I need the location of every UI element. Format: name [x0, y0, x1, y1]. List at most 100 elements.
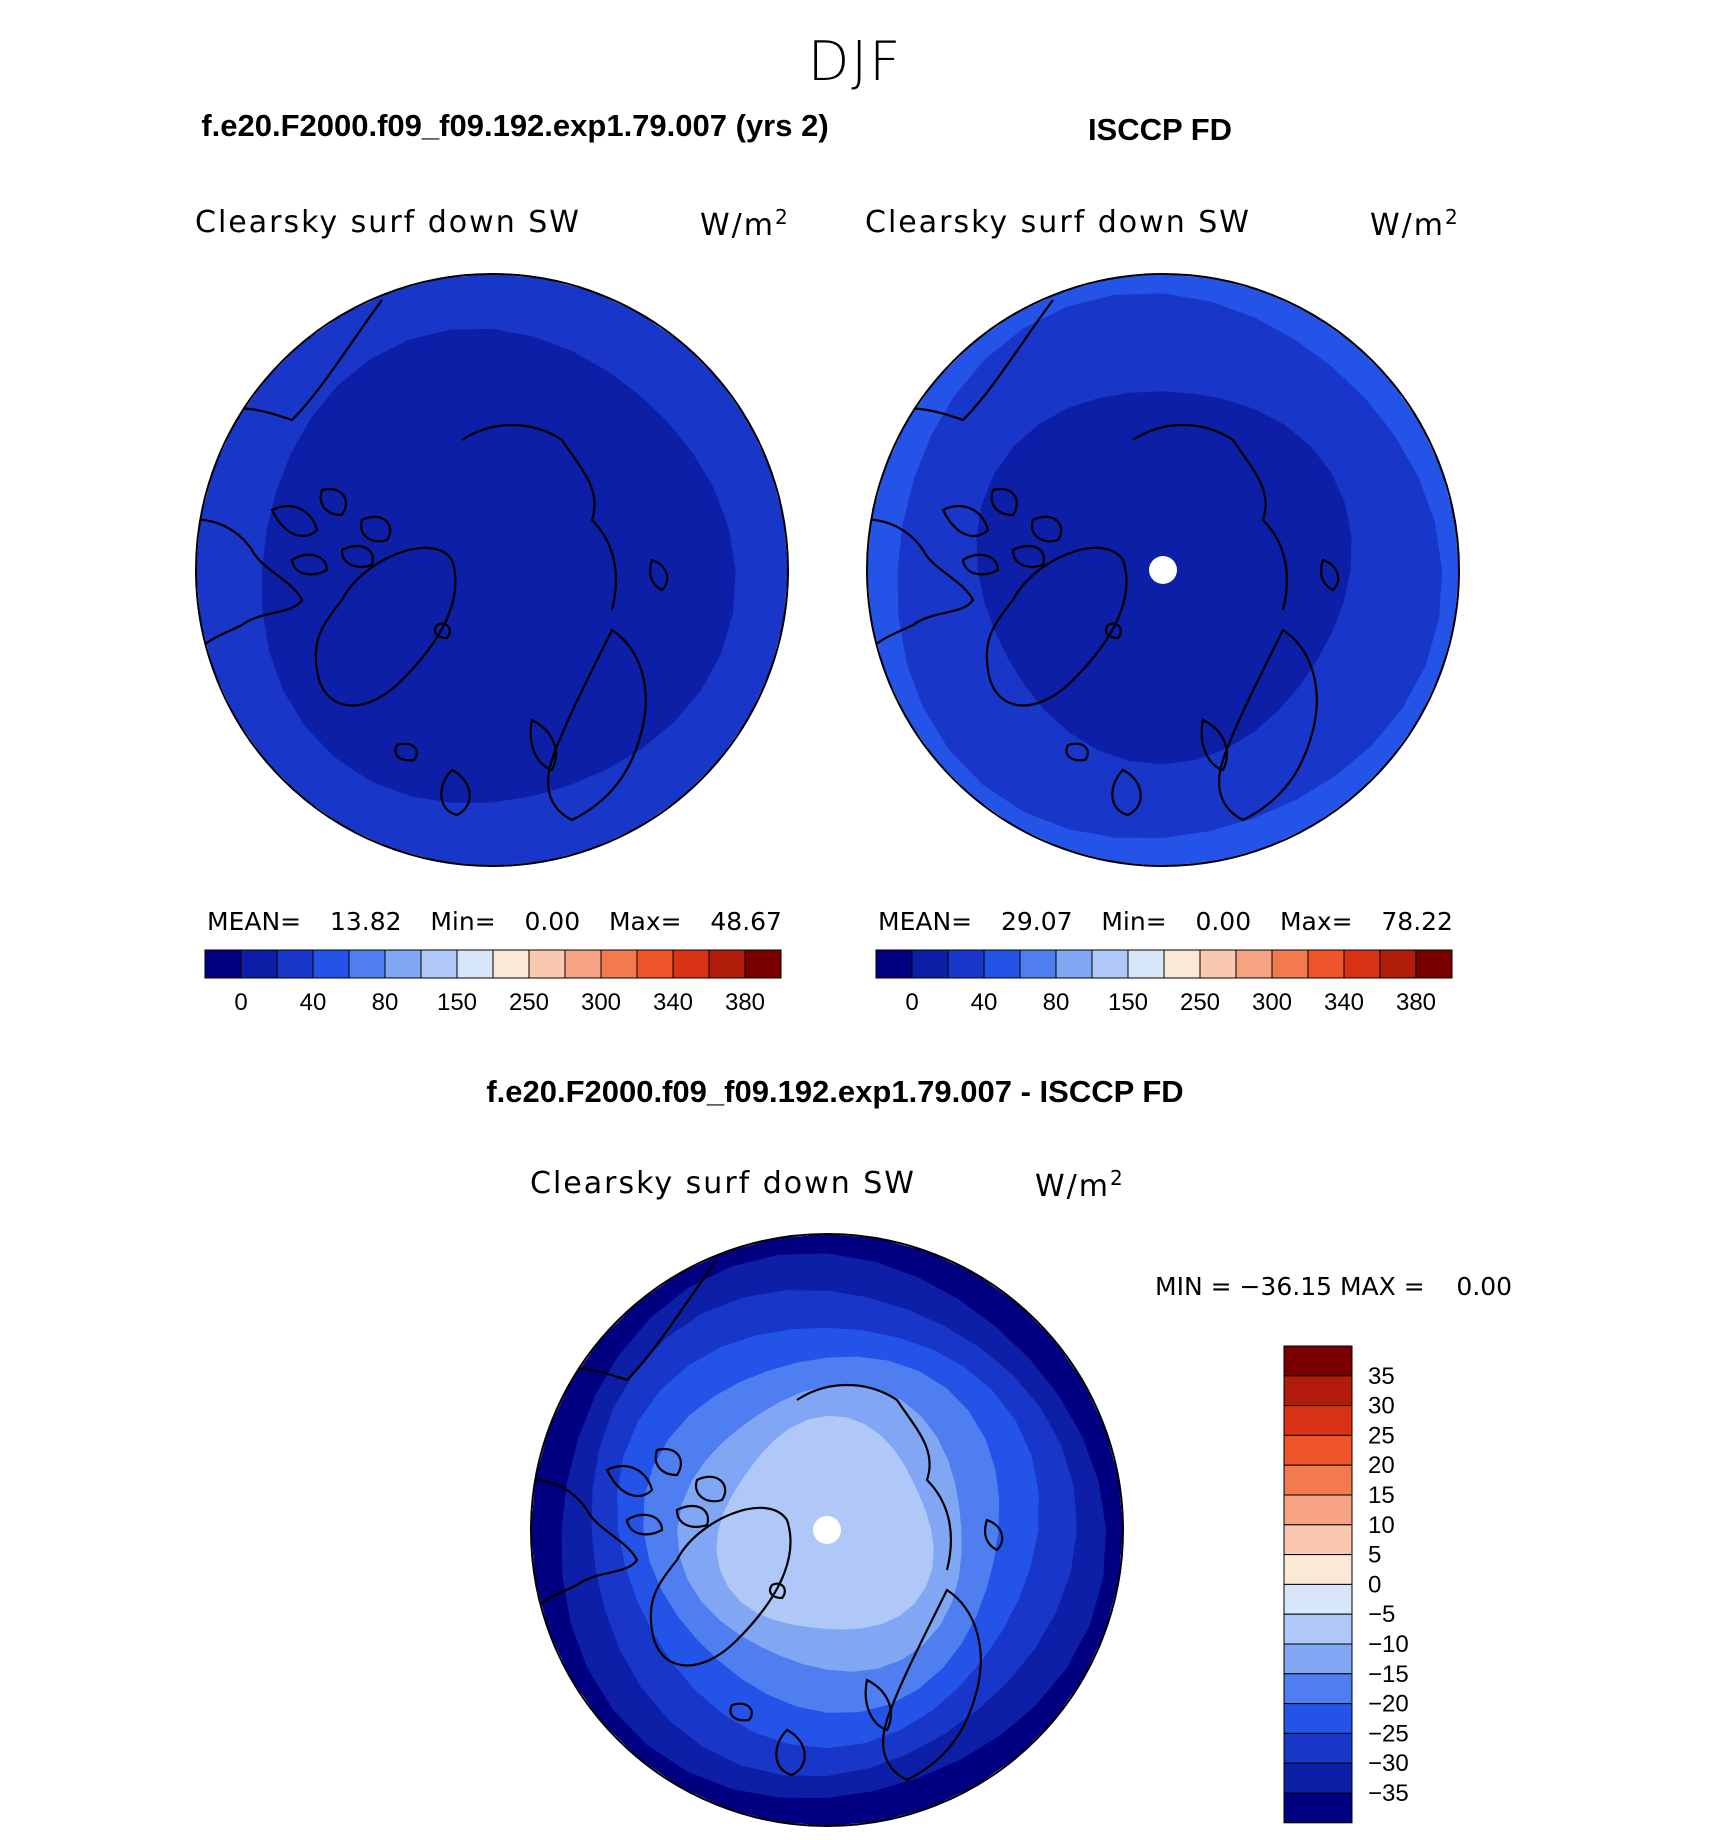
colorbar-swatch — [1307, 949, 1345, 979]
colorbar-tick-label: 0 — [234, 989, 247, 1016]
colorbar-swatch — [420, 949, 458, 979]
colorbar-tick-label: −25 — [1368, 1720, 1409, 1747]
colorbar-swatch — [1019, 949, 1057, 979]
colorbar-tick-label: 380 — [1396, 989, 1436, 1016]
colorbar-swatch — [947, 949, 985, 979]
panel1-units-exp: 2 — [775, 205, 790, 229]
colorbar-tick-label: 250 — [509, 989, 549, 1016]
colorbar-swatch — [348, 949, 386, 979]
colorbar-swatch — [1343, 949, 1381, 979]
colorbar-swatch — [1283, 1643, 1353, 1675]
colorbar-swatch — [1283, 1703, 1353, 1734]
colorbar-tick-label: 0 — [905, 989, 918, 1016]
colorbar-tick-label: −20 — [1368, 1691, 1409, 1718]
colorbar-swatch — [312, 949, 350, 979]
colorbar-swatch — [1283, 1375, 1353, 1407]
colorbar-swatch — [672, 949, 710, 979]
panel2-variable: Clearsky surf down SW — [865, 205, 1251, 240]
panel2-min-label: Min= — [1101, 907, 1167, 936]
colorbar-tick-label: 150 — [1108, 989, 1148, 1016]
diff-units-base: W/m — [1035, 1169, 1110, 1204]
colorbar-swatch — [204, 949, 242, 979]
colorbar-tick-label: 340 — [1324, 989, 1364, 1016]
colorbar-swatch — [456, 949, 494, 979]
diff-units: W/m2 — [1035, 1166, 1125, 1204]
colorbar-swatch — [492, 949, 530, 979]
colorbar-swatch — [1235, 949, 1273, 979]
diff-variable: Clearsky surf down SW — [530, 1166, 916, 1201]
colorbar-swatch — [1271, 949, 1309, 979]
colorbar-swatch — [528, 949, 566, 979]
colorbar-tick-label: −30 — [1368, 1750, 1409, 1777]
colorbar-tick-label: 20 — [1368, 1452, 1395, 1479]
colorbar-swatch — [1163, 949, 1201, 979]
panel2-min-value: 0.00 — [1195, 907, 1252, 936]
colorbar-tick-label: 40 — [300, 989, 327, 1016]
colorbar-tick-label: 80 — [372, 989, 399, 1016]
panel2-stats: MEAN= 29.07 Min= 0.00 Max= 78.22 — [878, 907, 1453, 936]
colorbar-swatch — [1283, 1583, 1353, 1615]
pole-hole — [813, 1516, 841, 1544]
colorbar-swatch — [1283, 1792, 1353, 1824]
map-border — [530, 1233, 1124, 1827]
contour-zone — [261, 328, 736, 803]
colorbar-swatch — [1415, 949, 1453, 979]
colorbar-swatch — [1283, 1464, 1353, 1496]
pole-hole — [1149, 556, 1177, 584]
colorbar-swatch — [911, 949, 949, 979]
panel2-mean-value: 29.07 — [1000, 907, 1073, 936]
colorbar-tick-label: −15 — [1368, 1661, 1409, 1688]
colorbar-swatch — [564, 949, 602, 979]
colorbar-swatch — [1283, 1762, 1353, 1794]
colorbar-swatch — [1283, 1434, 1353, 1466]
colorbar-swatch — [1283, 1524, 1353, 1556]
colorbar-tick-label: −5 — [1368, 1601, 1395, 1628]
colorbar-swatch — [983, 949, 1021, 979]
colorbar-tick-label: 340 — [653, 989, 693, 1016]
panel1-mean-label: MEAN= — [207, 907, 302, 936]
diff-title: f.e20.F2000.f09_f09.192.exp1.79.007 - IS… — [486, 1074, 1184, 1109]
colorbar-tick-label: −10 — [1368, 1631, 1409, 1658]
panel1-max-label: Max= — [608, 907, 682, 936]
colorbar-tick-label: 40 — [971, 989, 998, 1016]
panel2-max-label: Max= — [1279, 907, 1353, 936]
colorbar-swatch — [1283, 1345, 1353, 1377]
colorbar-swatch — [1283, 1613, 1353, 1645]
colorbar-swatch — [240, 949, 278, 979]
colorbar-tick-label: 300 — [581, 989, 621, 1016]
diff-units-exp: 2 — [1110, 1166, 1125, 1190]
panel2-units-base: W/m — [1370, 208, 1445, 243]
colorbar-tick-label: 30 — [1368, 1393, 1395, 1420]
panel2-title: ISCCP FD — [1087, 112, 1233, 147]
colorbar-swatch — [1283, 1673, 1353, 1705]
colorbar-tick-label: 380 — [725, 989, 765, 1016]
colorbar-swatch — [1091, 949, 1129, 979]
colorbar-tick-label: 5 — [1368, 1542, 1381, 1569]
panel2-units: W/m2 — [1370, 205, 1460, 243]
panel2-max-value: 78.22 — [1381, 907, 1453, 936]
panel1-mean-value: 13.82 — [329, 907, 402, 936]
panel1-title: f.e20.F2000.f09_f09.192.exp1.79.007 (yrs… — [201, 108, 829, 143]
colorbar-swatch — [1283, 1494, 1353, 1526]
colorbar-swatch — [875, 949, 913, 979]
colorbar-swatch — [600, 949, 638, 979]
colorbar-swatch — [744, 949, 782, 979]
map-border — [195, 273, 789, 867]
colorbar-swatch — [1127, 949, 1165, 979]
colorbar-swatch — [1283, 1405, 1353, 1436]
colorbar-swatch — [1199, 949, 1237, 979]
panel1-max-value: 48.67 — [710, 907, 782, 936]
panel1-units: W/m2 — [700, 205, 790, 243]
colorbar-swatch — [1283, 1732, 1353, 1764]
map-panel-3 — [530, 1233, 1124, 1827]
colorbar-swatch — [276, 949, 314, 979]
figure-title: DJF — [807, 30, 903, 93]
colorbar-tick-label: 25 — [1368, 1422, 1395, 1449]
colorbar-tick-label: 300 — [1252, 989, 1292, 1016]
panel1-units-base: W/m — [700, 208, 775, 243]
diff-stats: MIN = −36.15 MAX = 0.00 — [1155, 1272, 1513, 1301]
colorbar-tick-label: 250 — [1180, 989, 1220, 1016]
colorbar-2: 0 40 80 150 250 300 340 380 — [875, 949, 1453, 1016]
colorbar-tick-label: 10 — [1368, 1512, 1395, 1539]
